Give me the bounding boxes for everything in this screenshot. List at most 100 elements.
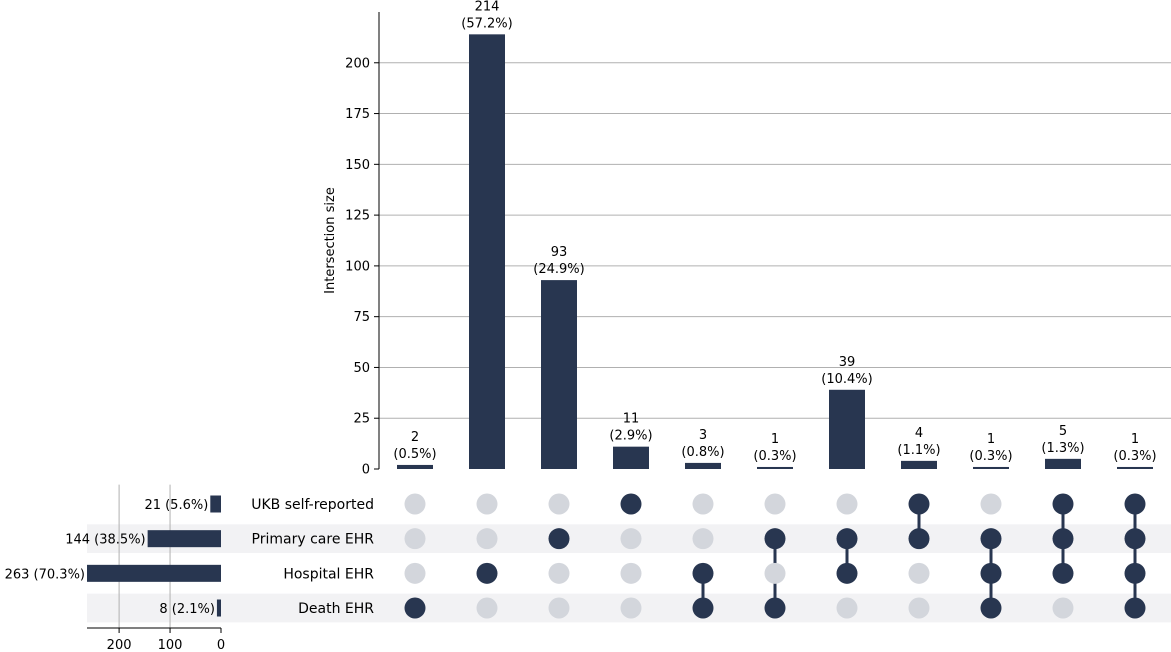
bar-count-label: 3: [699, 428, 707, 443]
bar-percent-label: (0.3%): [753, 449, 796, 464]
membership-dot-inactive: [620, 528, 642, 550]
y-tick-label: 50: [353, 361, 370, 376]
membership-dot-active: [980, 597, 1002, 619]
intersection-bar: [397, 464, 433, 469]
bar-percent-label: (0.3%): [1113, 449, 1156, 464]
membership-dot-active: [1052, 528, 1074, 550]
membership-dot-active: [908, 528, 930, 550]
membership-dot-inactive: [404, 562, 426, 584]
intersection-bar: [757, 466, 793, 469]
membership-dot-active: [908, 493, 930, 515]
bar-percent-label: (0.8%): [681, 445, 724, 460]
membership-dot-active: [548, 528, 570, 550]
set-size-tick-label: 100: [158, 638, 183, 652]
y-tick-label: 150: [345, 158, 370, 173]
set-name-label: UKB self-reported: [251, 497, 374, 513]
bar-percent-label: (1.1%): [897, 443, 940, 458]
membership-dot-inactive: [476, 493, 498, 515]
y-axis-title: Intersection size: [323, 187, 338, 294]
intersection-bar: [613, 446, 649, 469]
bar-percent-label: (0.5%): [393, 447, 436, 462]
y-tick-label: 175: [345, 107, 370, 122]
bar-count-label: 93: [551, 245, 568, 260]
membership-dot-inactive: [476, 597, 498, 619]
y-tick-label: 75: [353, 310, 370, 325]
membership-dot-inactive: [908, 597, 930, 619]
membership-dot-active: [1124, 562, 1146, 584]
bar-percent-label: (57.2%): [461, 16, 512, 31]
membership-dot-inactive: [692, 493, 714, 515]
set-name-label: Primary care EHR: [252, 532, 375, 548]
membership-dot-inactive: [980, 493, 1002, 515]
bar-percent-label: (0.3%): [969, 449, 1012, 464]
bar-percent-label: (10.4%): [821, 372, 872, 387]
membership-dot-inactive: [1052, 597, 1074, 619]
y-tick-label: 100: [345, 259, 370, 274]
membership-dot-inactive: [548, 493, 570, 515]
membership-dot-inactive: [404, 528, 426, 550]
bar-count-label: 1: [1131, 432, 1139, 447]
bar-count-label: 1: [987, 432, 995, 447]
set-size-bar: [87, 564, 221, 582]
membership-dot-inactive: [476, 528, 498, 550]
membership-dot-active: [1124, 493, 1146, 515]
membership-dot-active: [764, 528, 786, 550]
intersection-bar: [541, 280, 577, 469]
y-tick-label: 125: [345, 209, 370, 224]
bar-count-label: 4: [915, 426, 923, 441]
bar-count-label: 1: [771, 432, 779, 447]
bar-percent-label: (24.9%): [533, 262, 584, 277]
intersection-bar: [1117, 466, 1153, 469]
bar-count-label: 5: [1059, 424, 1067, 439]
set-size-bar: [147, 530, 221, 548]
membership-dot-active: [1124, 597, 1146, 619]
membership-dot-inactive: [836, 597, 858, 619]
axes: 0 25 50 75 100 125 150 175 200: [345, 12, 380, 478]
set-name-label: Hospital EHR: [283, 566, 374, 582]
membership-dot-active: [1124, 528, 1146, 550]
membership-dot-inactive: [620, 562, 642, 584]
membership-dot-active: [620, 493, 642, 515]
membership-dot-inactive: [908, 562, 930, 584]
membership-dot-active: [980, 562, 1002, 584]
membership-dot-inactive: [620, 597, 642, 619]
membership-dot-inactive: [548, 562, 570, 584]
set-size-tick-label: 200: [107, 638, 132, 652]
bar-percent-label: (1.3%): [1041, 441, 1084, 456]
set-size-label: 144 (38.5%): [65, 533, 145, 548]
membership-dot-active: [980, 528, 1002, 550]
membership-dot-inactive: [764, 562, 786, 584]
membership-dot-active: [692, 562, 714, 584]
membership-dot-inactive: [692, 528, 714, 550]
bar-percent-label: (2.9%): [609, 429, 652, 444]
intersection-bar: [829, 389, 865, 469]
membership-dot-inactive: [548, 597, 570, 619]
intersection-bar: [685, 462, 721, 469]
bar-count-label: 39: [839, 355, 856, 370]
intersection-bar: [901, 460, 937, 469]
membership-dot-active: [404, 597, 426, 619]
membership-dot-active: [476, 562, 498, 584]
membership-dot-active: [836, 528, 858, 550]
membership-dot-inactive: [836, 493, 858, 515]
membership-dot-active: [836, 562, 858, 584]
set-size-label: 263 (70.3%): [5, 567, 85, 582]
membership-matrix: [404, 493, 1146, 619]
set-labels: UKB self-reported Primary care EHR Hospita…: [251, 497, 374, 617]
membership-dot-active: [764, 597, 786, 619]
bar-count-label: 2: [411, 430, 419, 445]
y-tick-label: 200: [345, 56, 370, 71]
set-size-bars: 21 (5.6%) 144 (38.5%) 263 (70.3%) 8 (2.1%) 2…: [5, 484, 225, 652]
intersection-bar: [469, 34, 505, 469]
set-name-label: Death EHR: [298, 601, 374, 617]
membership-dot-active: [1052, 493, 1074, 515]
bar-count-label: 11: [623, 412, 640, 427]
grid-lines: [379, 62, 1171, 419]
set-size-tick-label: 0: [217, 638, 225, 652]
set-size-bar: [216, 599, 221, 617]
membership-dot-inactive: [404, 493, 426, 515]
membership-dot-inactive: [764, 493, 786, 515]
set-size-label: 21 (5.6%): [144, 498, 208, 513]
membership-dot-active: [692, 597, 714, 619]
